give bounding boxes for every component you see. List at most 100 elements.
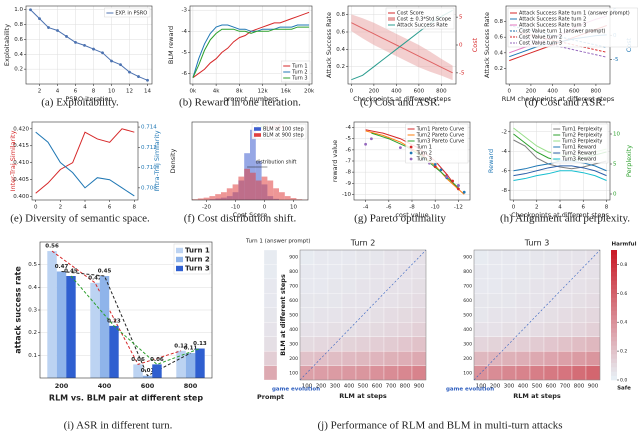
heat-cell xyxy=(501,365,517,381)
x-axis-label: prompt numbers xyxy=(224,95,279,103)
heat-cell xyxy=(341,278,357,294)
bar xyxy=(109,325,119,378)
colorbar-step xyxy=(611,263,617,268)
x-tick-label: -12 xyxy=(454,205,463,211)
x-tick-label: 2 xyxy=(38,89,42,95)
caption: (c) Cost and ASR. xyxy=(360,97,440,109)
x-tick-label: 400 xyxy=(391,89,402,95)
heat-cell xyxy=(571,307,587,323)
colorbar-tick-label: 0.2 xyxy=(620,349,627,355)
colorbar-step xyxy=(611,341,617,346)
x-tick-label: 12k xyxy=(258,89,269,95)
harmful-label: Harmful xyxy=(612,242,637,248)
legend-label: Cost ± 0.3*Std Scope xyxy=(397,17,451,23)
heat-cell xyxy=(543,322,559,337)
hist-bar xyxy=(296,199,303,200)
y-tick-label: -9 xyxy=(346,181,352,187)
row-label: 300 xyxy=(463,341,472,347)
x-tick-label: 800 xyxy=(591,89,602,95)
heat-cell xyxy=(487,293,503,308)
heat-cell xyxy=(355,249,371,265)
point xyxy=(110,59,113,63)
y-axis-label: reward value xyxy=(331,140,339,182)
colorbar-step xyxy=(611,254,617,259)
col-label: 900 xyxy=(414,384,425,390)
y-tick-label: -2 xyxy=(502,129,507,135)
heat-cell xyxy=(501,307,517,323)
series-line xyxy=(192,26,310,78)
x-tick-label: 14 xyxy=(144,89,151,95)
colorbar-step xyxy=(611,332,617,337)
std-band xyxy=(351,14,453,81)
heat-cell xyxy=(327,264,343,280)
y-tick-label: 0.4 xyxy=(494,50,503,56)
hist-bar xyxy=(197,198,204,200)
colorbar-step xyxy=(611,371,617,376)
heat-cell xyxy=(369,307,385,323)
heat-cell xyxy=(397,249,413,265)
x-tick-label: 6 xyxy=(582,205,586,211)
y-tick-label: -4 xyxy=(182,29,188,35)
x-tick-label: 600 xyxy=(414,89,425,95)
data-label: 0.12 xyxy=(174,343,188,349)
heat-cell xyxy=(501,264,517,280)
row-label: 400 xyxy=(463,327,472,333)
heat-cell xyxy=(299,336,315,352)
heat-cell xyxy=(299,307,315,323)
bar xyxy=(195,348,205,378)
legend-label: Turn 3 xyxy=(416,157,432,163)
y2-tick-label: 5 xyxy=(613,162,617,168)
plot-frame xyxy=(353,121,471,201)
heat-cell xyxy=(397,350,413,366)
x-axis-label: Checkpoints at different steps xyxy=(353,95,451,103)
legend-label: Turn 3 xyxy=(185,265,210,273)
heat-cell xyxy=(585,307,601,323)
y-tick-label: 0.410 xyxy=(13,160,29,166)
y-tick-label: 0.415 xyxy=(13,143,29,149)
col-label: 300 xyxy=(504,384,515,390)
y-tick-label: -6 xyxy=(182,71,188,77)
y-tick-label: 0.5 xyxy=(28,262,37,268)
safe-label: Safe xyxy=(617,386,631,392)
heat-cell xyxy=(397,365,413,381)
x-tick-label: -20 xyxy=(202,205,211,211)
x-tick-label: 200 xyxy=(55,382,69,390)
point xyxy=(56,29,59,32)
y2-tick-label: 0 xyxy=(459,43,463,49)
colorbar-step xyxy=(611,284,617,290)
y2-tick-label: 0 xyxy=(613,192,617,198)
x-tick-label: 0 xyxy=(350,89,354,95)
y-tick-label: 0.2 xyxy=(494,66,503,72)
point xyxy=(128,70,131,74)
heat-cell xyxy=(529,336,545,352)
hist-bar xyxy=(226,188,233,200)
legend-label: Turn 1 xyxy=(416,145,432,151)
heat-cell xyxy=(355,293,371,308)
heat-cell xyxy=(397,307,413,323)
x-tick-label: 10 xyxy=(108,89,115,95)
plot-frame xyxy=(39,241,213,379)
caption: (g) Pareto optimality xyxy=(354,213,446,225)
point xyxy=(146,78,149,82)
heat-cell xyxy=(263,365,278,381)
x-tick-label: 2 xyxy=(59,205,63,211)
y2-tick-label: 10 xyxy=(613,132,620,138)
heat-cell xyxy=(515,249,531,265)
heat-cell xyxy=(473,350,489,366)
caption: (e) Diversity of semantic space. xyxy=(10,213,150,225)
legend-label: EXP. in PSRO xyxy=(115,11,147,17)
heat-cell xyxy=(327,278,343,294)
x-tick-label: 8k xyxy=(236,89,243,95)
colorbar-step xyxy=(611,358,617,363)
y-tick-label: -4 xyxy=(502,149,508,155)
col-label: 100 xyxy=(476,384,487,390)
colorbar-step xyxy=(611,306,617,311)
y-axis-label: Inter-Traj Similarity xyxy=(9,130,17,191)
row-label: 700 xyxy=(463,284,472,290)
col-label: 500 xyxy=(358,384,369,390)
heat-cell xyxy=(487,278,503,294)
y-axis-label: Reward xyxy=(487,149,495,173)
col-label: 300 xyxy=(330,384,341,390)
caption: (i) ASR in different turn. xyxy=(64,420,173,432)
legend-swatch xyxy=(409,151,413,155)
